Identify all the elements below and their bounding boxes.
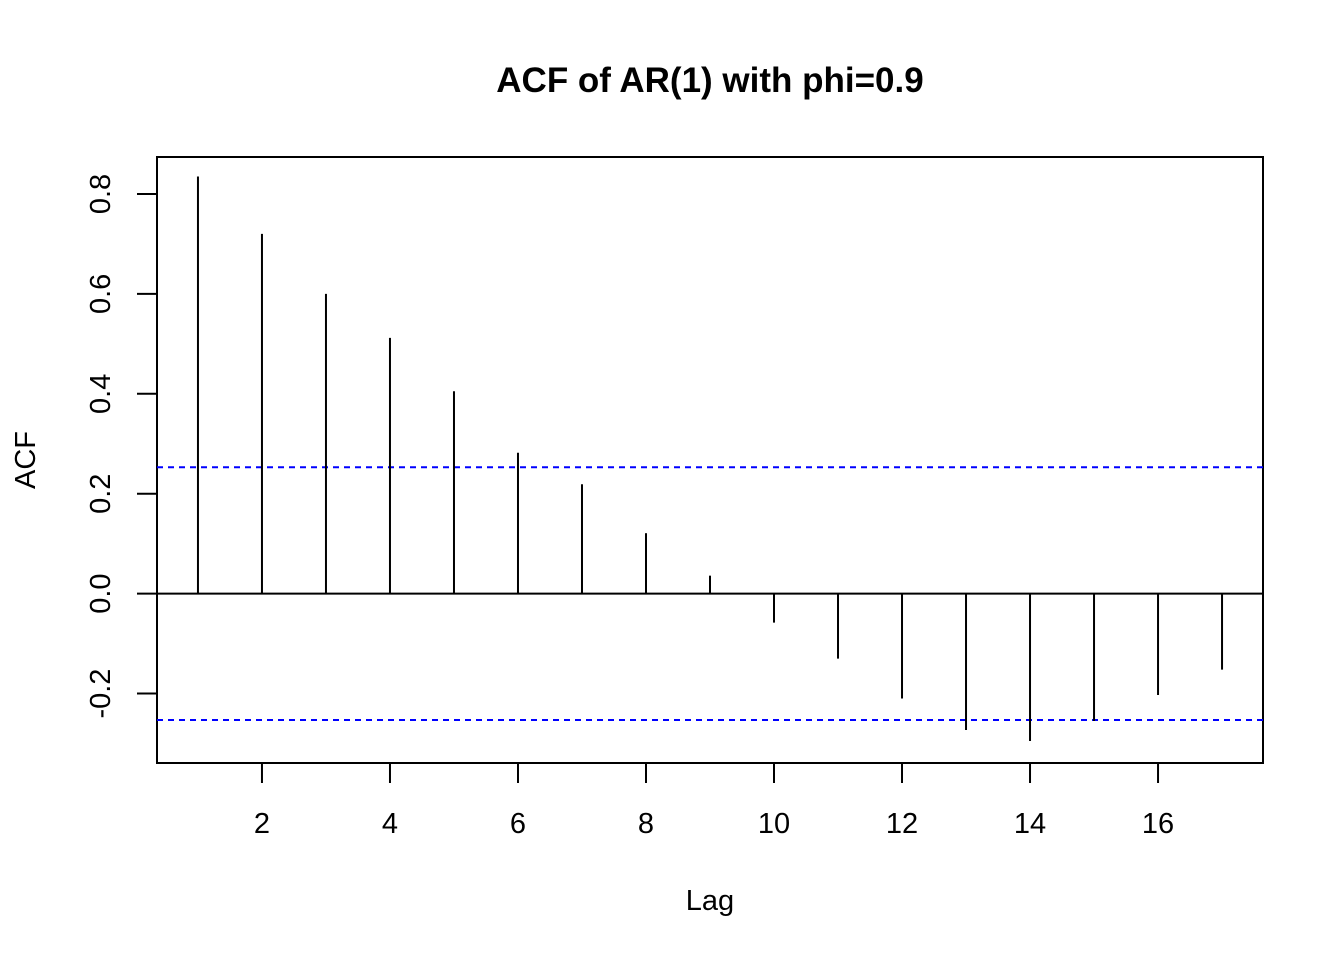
plot-frame xyxy=(156,156,1264,764)
x-tick-label-6: 6 xyxy=(510,808,526,840)
y-axis: -0.2 0.0 0.2 0.4 0.6 0.8 xyxy=(85,174,157,719)
x-tick-label-14: 14 xyxy=(1014,808,1046,840)
x-tick-label-16: 16 xyxy=(1142,808,1174,840)
x-axis-label: Lag xyxy=(686,885,734,917)
y-tick-label-0.4: 0.4 xyxy=(85,374,117,414)
x-tick-label-2: 2 xyxy=(254,808,270,840)
x-tick-label-12: 12 xyxy=(886,808,918,840)
y-tick-label-0.8: 0.8 xyxy=(85,174,117,214)
x-tick-label-10: 10 xyxy=(758,808,790,840)
y-axis-label: ACF xyxy=(10,431,42,489)
plot-area xyxy=(157,176,1263,742)
y-tick-label-0: 0.0 xyxy=(85,573,117,613)
x-axis: 2 4 6 8 10 12 14 16 xyxy=(254,763,1174,840)
chart-title: ACF of AR(1) with phi=0.9 xyxy=(496,61,923,100)
y-tick-label-0.2: 0.2 xyxy=(85,474,117,514)
y-tick-label-0.6: 0.6 xyxy=(85,274,117,314)
y-tick-label--0.2: -0.2 xyxy=(85,669,117,719)
x-tick-label-8: 8 xyxy=(638,808,654,840)
x-tick-label-4: 4 xyxy=(382,808,398,840)
